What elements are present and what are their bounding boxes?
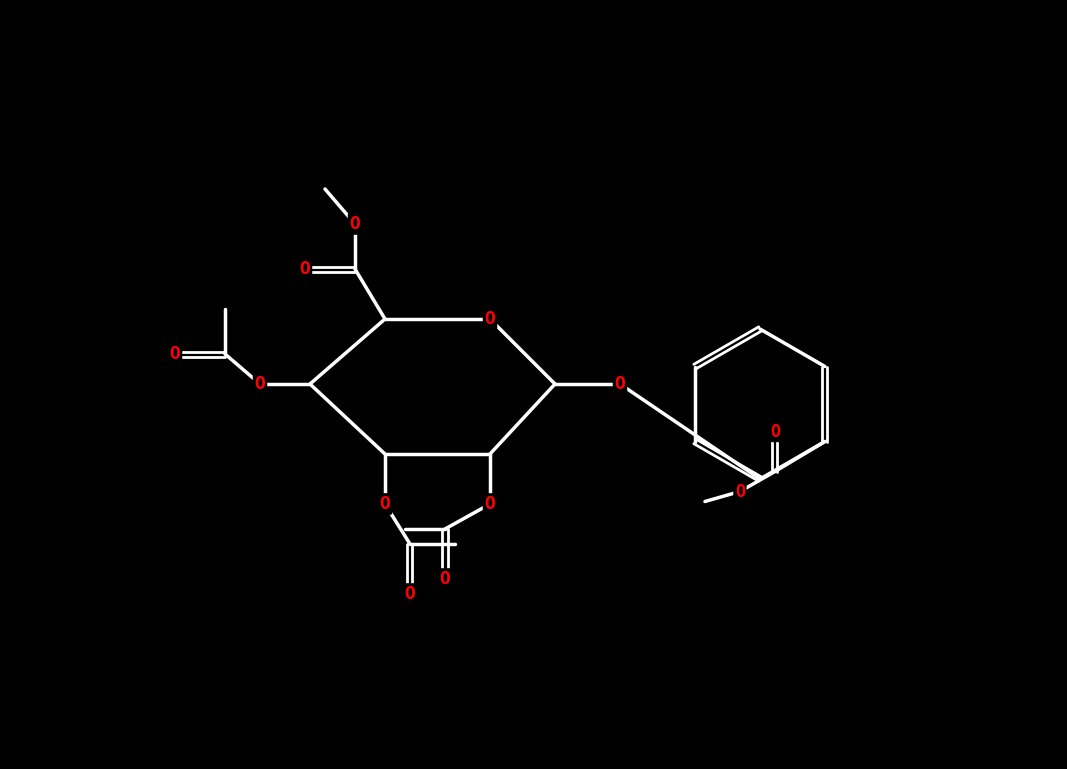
Text: O: O — [735, 482, 745, 501]
Text: O: O — [484, 495, 495, 513]
Text: O: O — [255, 375, 266, 393]
Text: O: O — [404, 585, 415, 603]
Text: O: O — [300, 260, 310, 278]
Text: O: O — [770, 422, 780, 441]
Text: O: O — [380, 495, 391, 513]
Text: O: O — [615, 375, 625, 393]
Text: O: O — [484, 310, 495, 328]
Text: O: O — [440, 570, 450, 588]
Text: O: O — [170, 345, 180, 363]
Text: O: O — [350, 215, 361, 233]
